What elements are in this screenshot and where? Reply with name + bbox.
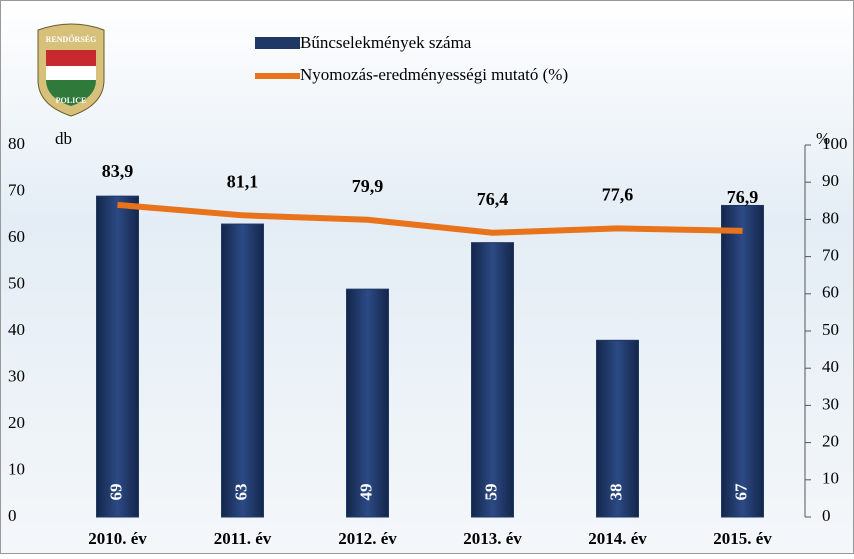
bar [347, 289, 389, 517]
logo-text: POLICE [56, 96, 87, 105]
bar-value-label: 49 [356, 484, 375, 501]
y2-tick-label: 90 [822, 171, 839, 190]
x-tick-label: 2010. év [88, 529, 147, 548]
legend-swatch [255, 37, 300, 49]
x-tick-label: 2015. év [713, 529, 772, 548]
y-tick-label: 60 [8, 227, 25, 246]
y-tick-label: 20 [8, 413, 25, 432]
y2-tick-label: 20 [822, 432, 839, 451]
y2-tick-label: 100 [822, 134, 848, 153]
line-value-label: 83,9 [102, 161, 134, 181]
bar-value-label: 59 [481, 484, 500, 501]
bar-value-label: 38 [606, 484, 625, 501]
bar [472, 243, 514, 517]
y-tick-label: 80 [8, 134, 25, 153]
x-tick-label: 2011. év [214, 529, 272, 548]
chart: RENDŐRSÉG POLICE Bűncselekmények száma N… [0, 0, 854, 554]
legend-label: Nyomozás-eredményességi mutató (%) [300, 65, 568, 84]
y2-tick-label: 50 [822, 320, 839, 339]
y2-tick-label: 40 [822, 357, 839, 376]
bar [97, 196, 139, 517]
y2-tick-label: 80 [822, 208, 839, 227]
bar-value-label: 67 [731, 483, 750, 501]
x-tick-label: 2014. év [588, 529, 647, 548]
y-tick-label: 10 [8, 459, 25, 478]
y-tick-label: 0 [8, 506, 17, 525]
line-value-label: 81,1 [227, 171, 259, 191]
y2-tick-label: 30 [822, 394, 839, 413]
line-value-label: 77,6 [602, 184, 634, 204]
y2-tick-label: 60 [822, 283, 839, 302]
y2-tick-label: 0 [822, 506, 831, 525]
bar [722, 205, 764, 517]
y-tick-label: 40 [8, 320, 25, 339]
y-tick-label: 70 [8, 180, 25, 199]
y-tick-label: 30 [8, 366, 25, 385]
x-tick-label: 2013. év [463, 529, 522, 548]
logo-text: RENDŐRSÉG [46, 34, 97, 44]
x-tick-label: 2012. év [338, 529, 397, 548]
bar-value-label: 69 [106, 484, 125, 501]
line-value-label: 76,4 [477, 189, 509, 209]
y2-tick-label: 10 [822, 469, 839, 488]
line-value-label: 76,9 [727, 187, 759, 207]
legend-label: Bűncselekmények száma [300, 33, 472, 52]
bar [222, 224, 264, 517]
bar-value-label: 63 [231, 484, 250, 501]
y2-tick-label: 70 [822, 246, 839, 265]
line-value-label: 79,9 [352, 176, 384, 196]
y-tick-label: 50 [8, 273, 25, 292]
y-axis-label: db [55, 129, 72, 148]
